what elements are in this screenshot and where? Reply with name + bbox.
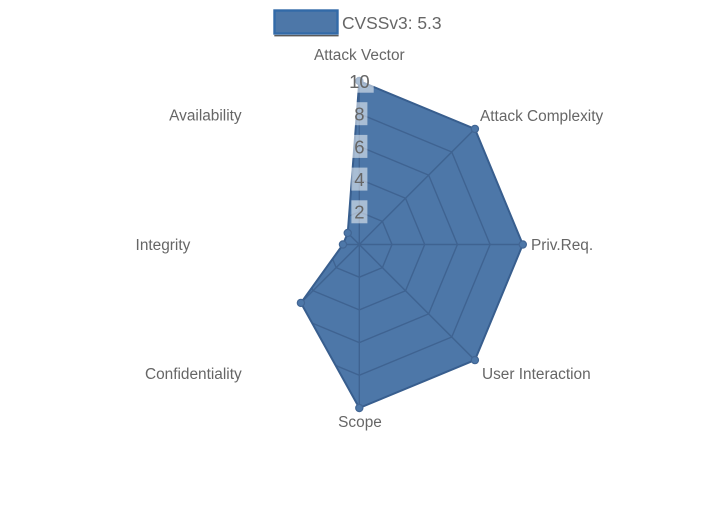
svg-text:8: 8: [354, 104, 364, 125]
svg-text:6: 6: [354, 136, 364, 157]
svg-text:Availability: Availability: [169, 108, 242, 125]
svg-text:CVSSv3: 5.3: CVSSv3: 5.3: [342, 13, 442, 33]
svg-text:Attack Complexity: Attack Complexity: [480, 108, 603, 125]
svg-text:User Interaction: User Interaction: [482, 366, 591, 383]
svg-text:Scope: Scope: [338, 414, 382, 431]
svg-text:10: 10: [349, 71, 370, 92]
svg-text:2: 2: [354, 202, 364, 223]
svg-text:Integrity: Integrity: [136, 237, 191, 254]
svg-text:Priv.Req.: Priv.Req.: [531, 237, 593, 254]
svg-text:Confidentiality: Confidentiality: [145, 366, 242, 383]
svg-text:4: 4: [354, 169, 364, 190]
svg-text:Attack Vector: Attack Vector: [314, 47, 405, 64]
